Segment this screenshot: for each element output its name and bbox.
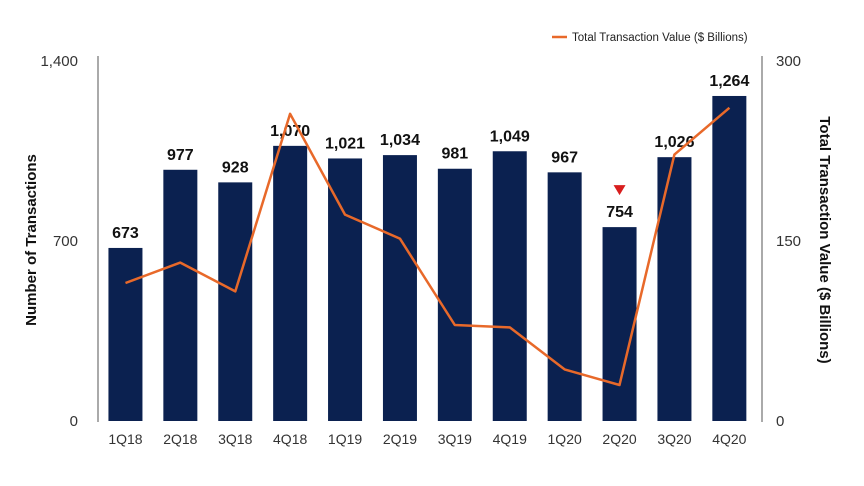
bar-3Q20 bbox=[657, 157, 692, 421]
bar-4Q18 bbox=[273, 145, 308, 421]
bar-value-label-1Q20: 967 bbox=[551, 149, 578, 166]
bar-value-label-3Q18: 928 bbox=[222, 159, 249, 176]
bar-2Q20 bbox=[602, 227, 637, 421]
category-label-4Q18: 4Q18 bbox=[273, 431, 307, 447]
category-label-2Q20: 2Q20 bbox=[602, 431, 636, 447]
category-label-1Q18: 1Q18 bbox=[108, 431, 142, 447]
bar-value-label-2Q18: 977 bbox=[167, 147, 194, 164]
bar-value-label-4Q18: 1,070 bbox=[270, 123, 310, 140]
bar-1Q19 bbox=[328, 158, 363, 421]
bar-series bbox=[108, 95, 747, 421]
line-series bbox=[125, 106, 731, 387]
legend: Total Transaction Value ($ Billions) bbox=[552, 32, 748, 44]
category-label-3Q19: 3Q19 bbox=[438, 431, 472, 447]
bar-2Q19 bbox=[382, 155, 417, 421]
category-label-1Q20: 1Q20 bbox=[548, 431, 582, 447]
category-label-2Q19: 2Q19 bbox=[383, 431, 417, 447]
transaction-value-line bbox=[125, 106, 731, 387]
right-axis-ticks: 0 150 300 bbox=[776, 53, 801, 430]
category-labels: 1Q18 2Q18 3Q18 4Q18 1Q19 2Q19 3Q19 4Q19 1Q20 2Q20… bbox=[108, 431, 746, 447]
legend-label: Total Transaction Value ($ Billions) bbox=[572, 32, 748, 44]
bar-value-label-4Q20: 1,264 bbox=[709, 73, 749, 90]
left-tick-label: 1,400 bbox=[40, 53, 78, 70]
bar-4Q19 bbox=[492, 151, 527, 421]
bar-3Q19 bbox=[437, 168, 472, 421]
right-axis-title: Total Transaction Value ($ Billions) bbox=[816, 116, 833, 363]
bar-1Q20 bbox=[547, 172, 582, 421]
bar-2Q18 bbox=[163, 169, 198, 421]
right-tick-label: 0 bbox=[776, 413, 784, 430]
category-label-3Q20: 3Q20 bbox=[657, 431, 691, 447]
left-axis-ticks: 0 700 1,400 bbox=[40, 53, 78, 430]
category-label-1Q19: 1Q19 bbox=[328, 431, 362, 447]
left-tick-label: 0 bbox=[70, 413, 78, 430]
data-labels: 673 977 928 1,070 1,021 1,034 981 1,049 967 754 1,… bbox=[112, 73, 749, 242]
bar-3Q18 bbox=[218, 182, 253, 421]
bar-value-label-2Q20: 754 bbox=[606, 204, 633, 221]
bar-value-label-4Q19: 1,049 bbox=[490, 128, 530, 145]
category-label-3Q18: 3Q18 bbox=[218, 431, 252, 447]
bar-1Q18 bbox=[108, 247, 143, 421]
category-label-4Q19: 4Q19 bbox=[493, 431, 527, 447]
category-label-4Q20: 4Q20 bbox=[712, 431, 746, 447]
bar-value-label-1Q18: 673 bbox=[112, 225, 139, 242]
decline-marker-icon bbox=[613, 185, 626, 196]
right-tick-label: 300 bbox=[776, 53, 801, 70]
bar-value-label-1Q19: 1,021 bbox=[325, 135, 365, 152]
annotations bbox=[613, 185, 626, 196]
left-axis-title: Number of Transactions bbox=[23, 154, 40, 326]
bar-4Q20 bbox=[712, 95, 747, 421]
left-tick-label: 700 bbox=[53, 233, 78, 250]
category-label-2Q18: 2Q18 bbox=[163, 431, 197, 447]
bar-value-label-3Q19: 981 bbox=[441, 146, 468, 163]
bar-value-label-2Q19: 1,034 bbox=[380, 132, 420, 149]
right-tick-label: 150 bbox=[776, 233, 801, 250]
